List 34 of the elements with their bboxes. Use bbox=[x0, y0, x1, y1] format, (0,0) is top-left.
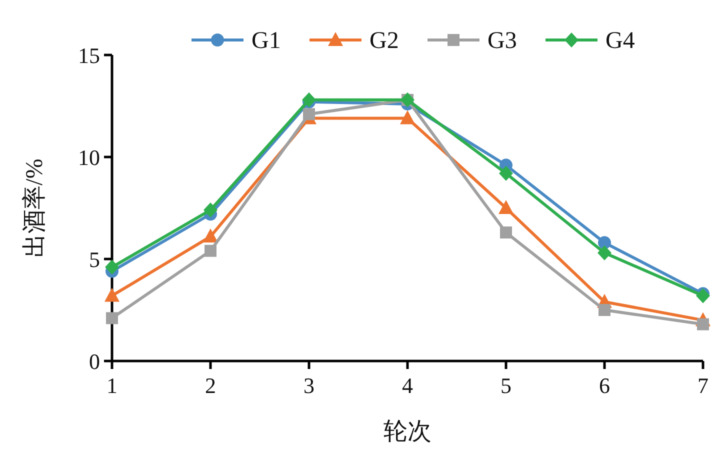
x-tick-label: 1 bbox=[106, 373, 118, 398]
y-tick-label: 10 bbox=[78, 145, 100, 170]
y-tick-label: 15 bbox=[78, 43, 100, 68]
point bbox=[303, 108, 315, 120]
y-tick-label: 0 bbox=[89, 349, 100, 374]
x-tick-label: 6 bbox=[599, 373, 610, 398]
legend-label: G1 bbox=[252, 28, 281, 54]
point bbox=[204, 244, 216, 257]
legend-label: G3 bbox=[488, 28, 517, 54]
point bbox=[104, 288, 120, 302]
x-tick-label: 5 bbox=[500, 373, 512, 398]
legend-label: G4 bbox=[606, 28, 635, 54]
x-tick-label: 2 bbox=[205, 373, 216, 398]
point bbox=[598, 304, 610, 316]
point bbox=[598, 245, 612, 260]
point bbox=[105, 260, 119, 275]
y-axis-title: 出酒率/% bbox=[21, 158, 48, 258]
point bbox=[696, 288, 710, 304]
x-axis-title: 轮次 bbox=[384, 419, 432, 445]
point bbox=[203, 228, 218, 243]
point bbox=[697, 318, 709, 330]
x-tick-label: 4 bbox=[402, 373, 413, 398]
x-tick-label: 7 bbox=[698, 373, 708, 398]
point bbox=[499, 166, 513, 181]
point bbox=[302, 92, 316, 108]
point bbox=[106, 312, 118, 324]
point bbox=[500, 226, 512, 238]
point bbox=[598, 236, 611, 250]
point bbox=[498, 200, 514, 214]
x-tick-label: 3 bbox=[304, 373, 314, 398]
point bbox=[204, 202, 218, 218]
legend-label: G2 bbox=[370, 28, 399, 54]
point bbox=[400, 110, 415, 124]
y-tick-label: 5 bbox=[89, 247, 100, 272]
